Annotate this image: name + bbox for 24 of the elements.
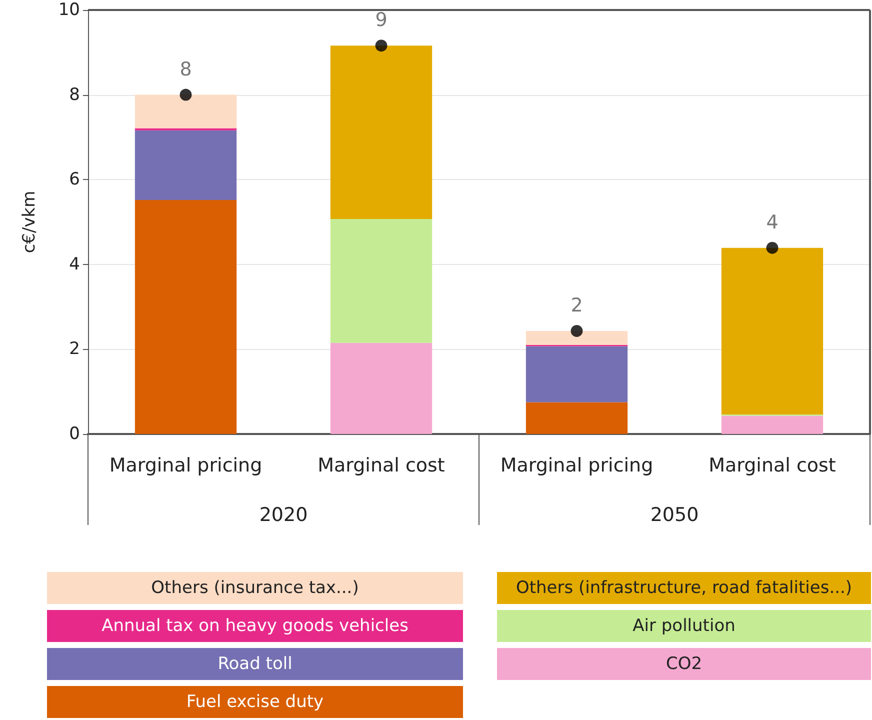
text: Fuel excise duty: [186, 692, 324, 712]
x-tick-label: Marginal pricing: [109, 454, 262, 476]
data-label: 2: [570, 294, 583, 316]
y-tick-label: 6: [69, 170, 80, 190]
y-tick-label: 0: [69, 424, 80, 444]
data-label: 8: [180, 58, 192, 80]
y-axis-title: c€/vkm: [20, 190, 40, 254]
data-label: 9: [375, 9, 388, 32]
x-tick-label: Marginal cost: [318, 454, 445, 476]
y-tick-label: 10: [58, 0, 80, 20]
text: Annual tax on heavy goods vehicles: [102, 616, 409, 636]
text: Others (insurance tax...): [151, 578, 359, 598]
y-tick-label: 2: [69, 339, 80, 360]
x-tick-label: Marginal cost: [708, 454, 836, 476]
y-tick-label: 4: [69, 254, 80, 274]
text: 2020: [259, 504, 308, 526]
text: 2050: [650, 504, 699, 526]
y-tick-label: 8: [69, 84, 80, 105]
text: CO2: [666, 654, 702, 674]
text: Road toll: [218, 654, 292, 674]
x-tick-label: Marginal pricing: [500, 454, 654, 476]
text: Air pollution: [632, 616, 736, 636]
data-label: 4: [766, 211, 778, 234]
text: Others (infrastructure, road fatalities...): [516, 578, 852, 598]
